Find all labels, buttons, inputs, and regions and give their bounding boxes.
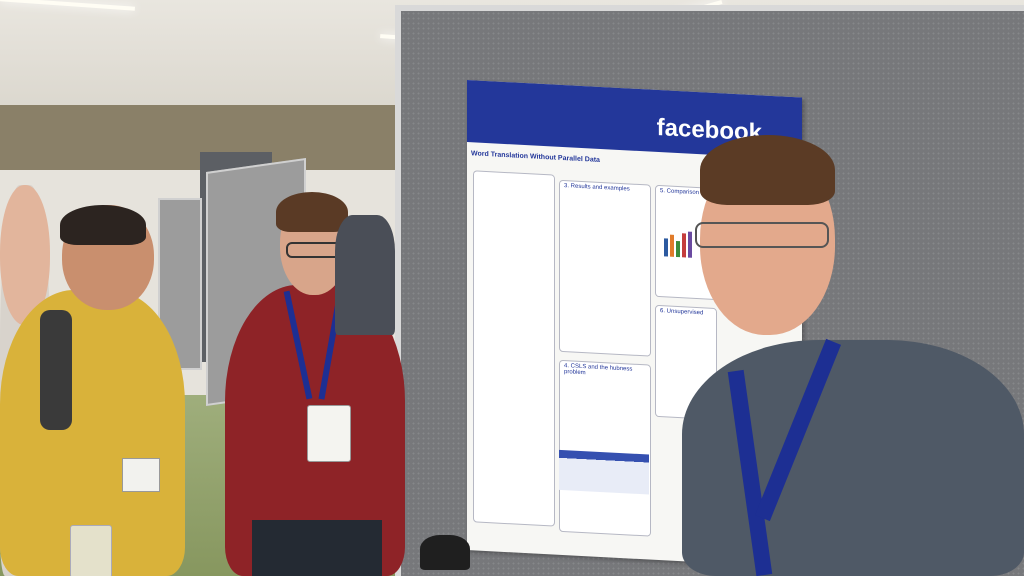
hair bbox=[60, 205, 146, 245]
section-heading: 3. Results and examples bbox=[564, 183, 630, 193]
glasses bbox=[695, 222, 829, 248]
poster-title: Word Translation Without Parallel Data bbox=[471, 150, 600, 164]
chart-bar bbox=[682, 233, 686, 258]
chart-bar bbox=[664, 238, 668, 257]
poster-column-left bbox=[473, 170, 555, 527]
chart-bar bbox=[670, 234, 674, 257]
plastic-cup bbox=[70, 525, 112, 576]
section-heading: 6. Unsupervised bbox=[660, 308, 704, 317]
poster-section-results: 3. Results and examples bbox=[559, 179, 651, 357]
name-badge bbox=[122, 458, 160, 492]
section-heading: 5. Comparison to bbox=[660, 188, 706, 197]
sneaker bbox=[420, 535, 470, 570]
section-heading: 4. CSLS and the hubness problem bbox=[564, 363, 633, 377]
chart-bar bbox=[688, 231, 692, 258]
backpack-strap bbox=[40, 310, 72, 430]
name-badge bbox=[307, 405, 351, 462]
hair bbox=[700, 135, 835, 205]
jeans bbox=[252, 520, 382, 576]
poster-section-csls: 4. CSLS and the hubness problem bbox=[559, 359, 651, 537]
hair bbox=[276, 192, 348, 232]
background-attendee bbox=[335, 215, 395, 335]
chart-bar bbox=[676, 240, 680, 258]
results-table bbox=[559, 449, 649, 495]
